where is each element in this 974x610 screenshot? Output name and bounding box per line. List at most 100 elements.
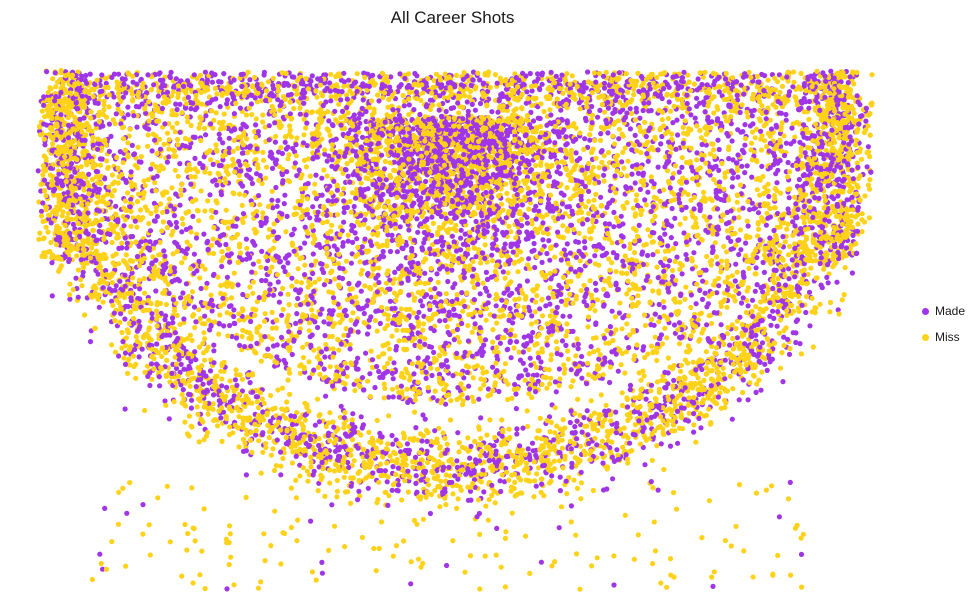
point-miss (590, 487, 597, 494)
point-miss (664, 584, 670, 590)
point-miss (666, 180, 672, 186)
point-made (319, 559, 325, 566)
point-made (783, 111, 789, 118)
point-made (211, 342, 217, 348)
point-miss (477, 586, 483, 592)
point-made (581, 80, 588, 86)
point-made (295, 295, 301, 302)
point-miss (371, 545, 377, 552)
point-miss (571, 477, 577, 483)
point-miss (97, 162, 104, 168)
point-miss (547, 381, 553, 387)
point-miss (414, 521, 420, 527)
point-made (465, 108, 471, 114)
point-made (661, 268, 667, 275)
point-miss (498, 564, 504, 570)
point-made (557, 488, 564, 494)
point-made (419, 303, 426, 309)
point-miss (121, 355, 127, 361)
point-made (458, 227, 464, 233)
point-miss (629, 295, 635, 301)
point-made (414, 216, 420, 222)
point-miss (269, 309, 275, 315)
point-miss (666, 248, 672, 254)
point-miss (407, 89, 413, 96)
point-miss (190, 580, 196, 586)
point-miss (381, 381, 387, 387)
point-miss (447, 417, 454, 423)
point-miss (547, 429, 553, 435)
point-made (593, 320, 599, 326)
point-miss (210, 406, 216, 412)
point-miss (123, 563, 129, 569)
point-made (434, 271, 440, 277)
point-made (172, 239, 178, 245)
point-miss (186, 162, 192, 168)
point-miss (733, 326, 739, 332)
point-made (275, 97, 281, 103)
point-made (442, 317, 448, 323)
point-miss (753, 490, 760, 496)
point-miss (467, 553, 474, 559)
point-made (533, 483, 539, 489)
point-miss (794, 102, 800, 108)
point-miss (345, 110, 351, 116)
point-miss (504, 190, 510, 196)
point-made (391, 159, 397, 165)
point-miss (344, 297, 351, 303)
point-made (389, 144, 395, 150)
point-made (321, 319, 327, 325)
point-miss (174, 312, 180, 318)
point-miss (221, 111, 227, 117)
point-miss (182, 521, 188, 528)
point-miss (484, 432, 490, 438)
point-miss (560, 465, 566, 471)
point-made (304, 143, 310, 149)
point-miss (66, 292, 73, 298)
point-miss (509, 510, 515, 516)
point-miss (331, 523, 338, 529)
point-miss (667, 556, 674, 562)
point-miss (228, 295, 235, 301)
point-miss (348, 317, 354, 323)
point-miss (331, 468, 338, 474)
point-miss (744, 218, 750, 224)
point-made (567, 419, 573, 426)
point-made (786, 351, 793, 357)
point-made (462, 231, 468, 237)
point-miss (560, 431, 566, 437)
point-miss (642, 322, 649, 328)
point-made (714, 290, 720, 296)
point-made (734, 335, 741, 341)
point-miss (324, 173, 330, 179)
point-miss (253, 116, 259, 122)
point-made (203, 132, 209, 138)
point-miss (526, 206, 532, 212)
point-miss (393, 543, 400, 549)
point-made (573, 254, 580, 260)
point-miss (609, 260, 615, 266)
point-made (183, 281, 189, 287)
point-miss (390, 553, 396, 559)
point-made (497, 478, 503, 484)
point-made (636, 222, 642, 228)
point-miss (109, 342, 115, 348)
point-miss (197, 72, 203, 78)
point-miss (499, 417, 505, 423)
point-made (637, 115, 643, 121)
point-miss (386, 113, 392, 120)
point-miss (119, 329, 125, 336)
point-miss (343, 326, 349, 332)
point-miss (348, 475, 354, 481)
point-miss (36, 236, 42, 242)
point-miss (78, 164, 84, 170)
point-made (248, 101, 254, 107)
point-miss (40, 236, 46, 242)
point-miss (89, 576, 95, 583)
point-made (390, 376, 396, 382)
point-made (692, 115, 698, 121)
point-miss (623, 349, 630, 355)
point-miss (855, 221, 861, 227)
point-made (132, 218, 138, 224)
point-miss (223, 207, 229, 213)
